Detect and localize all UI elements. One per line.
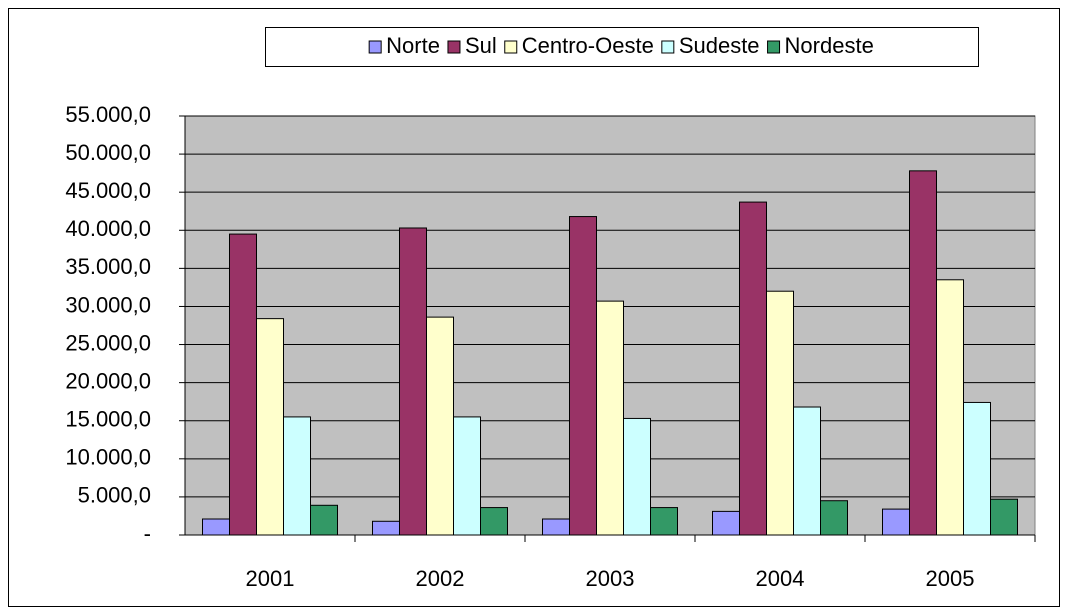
bar — [793, 406, 821, 536]
bar — [596, 300, 624, 536]
bar — [426, 316, 454, 536]
bar — [766, 290, 794, 536]
bar — [399, 227, 427, 536]
legend-box — [265, 27, 979, 67]
y-tick-label: 50.000,0 — [65, 140, 151, 165]
legend-marker — [767, 40, 781, 54]
bar — [963, 401, 991, 536]
y-tick-label: 30.000,0 — [65, 292, 151, 317]
legend-label: Norte — [386, 33, 440, 58]
legend-label: Centro-Oeste — [522, 33, 654, 58]
bar — [256, 318, 284, 536]
bar — [712, 510, 740, 536]
bar — [739, 201, 767, 536]
y-tick-label: 55.000,0 — [65, 102, 151, 127]
bar — [202, 518, 230, 536]
bar — [310, 504, 338, 536]
bar — [623, 417, 651, 536]
y-tick-label: 45.000,0 — [65, 178, 151, 203]
y-tick-label: 35.000,0 — [65, 254, 151, 279]
bar — [480, 507, 508, 536]
bar — [882, 508, 910, 536]
bar — [372, 520, 400, 536]
legend-marker — [504, 40, 518, 54]
y-tick-label: 5.000,0 — [78, 483, 151, 508]
x-tick-label: 2002 — [416, 566, 465, 591]
x-tick-label: 2004 — [756, 566, 805, 591]
y-tick-label: 25.000,0 — [65, 330, 151, 355]
legend-marker — [661, 40, 675, 54]
y-tick-label: 20.000,0 — [65, 368, 151, 393]
legend-label: Sul — [465, 33, 497, 58]
x-tick-label: 2003 — [586, 566, 635, 591]
legend-marker — [368, 40, 382, 54]
bar — [990, 498, 1018, 536]
y-tick-label: 40.000,0 — [65, 216, 151, 241]
bar — [453, 416, 481, 536]
bar — [650, 507, 678, 536]
legend-label: Nordeste — [785, 33, 874, 58]
y-tick-label: 15.000,0 — [65, 407, 151, 432]
bar — [569, 216, 597, 536]
y-tick-label: 10.000,0 — [65, 445, 151, 470]
bar — [283, 416, 311, 536]
bar — [909, 170, 937, 536]
bar — [820, 500, 848, 536]
legend-label: Sudeste — [679, 33, 760, 58]
x-tick-label: 2005 — [926, 566, 975, 591]
bar — [542, 518, 570, 536]
bar — [229, 233, 257, 536]
legend-marker — [447, 40, 461, 54]
x-tick-label: 2001 — [246, 566, 295, 591]
y-tick-label: - — [144, 521, 151, 546]
bar — [936, 279, 964, 536]
